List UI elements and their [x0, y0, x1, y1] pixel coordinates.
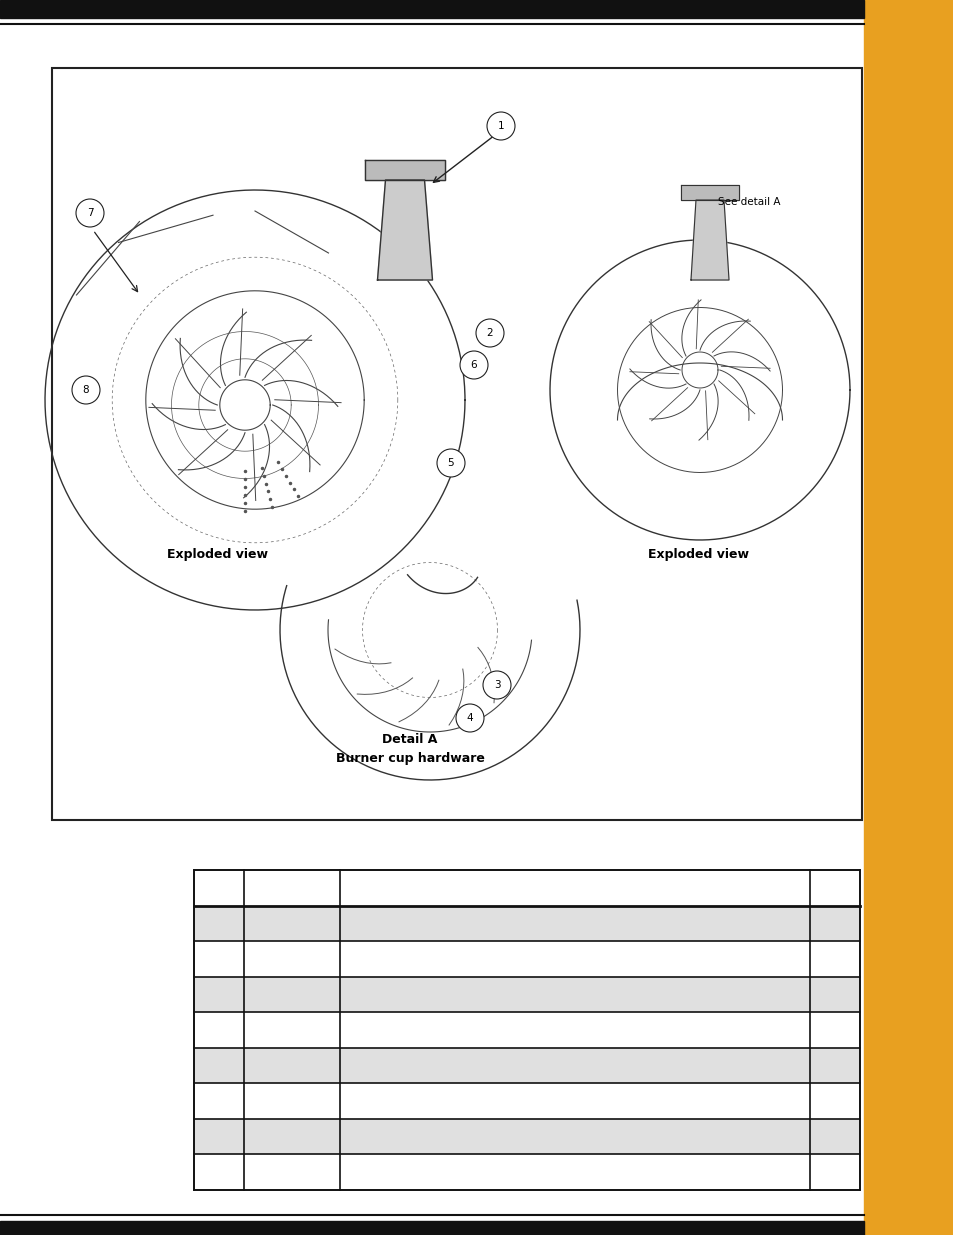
Bar [193, 977, 859, 1013]
Bar [863, 0, 953, 1235]
Bar [0, 0, 863, 19]
Bar [193, 905, 859, 941]
Polygon shape [377, 180, 432, 280]
Bar [193, 1013, 859, 1047]
Text: Detail A: Detail A [382, 734, 437, 746]
Bar [193, 869, 859, 1191]
Circle shape [456, 704, 483, 732]
Circle shape [76, 199, 104, 227]
Circle shape [71, 375, 100, 404]
Polygon shape [690, 200, 728, 280]
Text: 5: 5 [447, 458, 454, 468]
Polygon shape [680, 185, 739, 200]
Bar [193, 1119, 859, 1155]
Bar [52, 68, 862, 820]
Circle shape [486, 112, 515, 140]
Circle shape [482, 671, 511, 699]
Text: 1: 1 [497, 121, 504, 131]
Circle shape [459, 351, 488, 379]
Text: Exploded view: Exploded view [168, 548, 268, 561]
Circle shape [476, 319, 503, 347]
Polygon shape [365, 161, 444, 180]
Text: Exploded view: Exploded view [648, 548, 749, 561]
Text: 3: 3 [493, 680, 499, 690]
Text: 7: 7 [87, 207, 93, 219]
Bar [193, 941, 859, 977]
Bar [193, 1155, 859, 1191]
Circle shape [436, 450, 464, 477]
Bar [193, 869, 859, 905]
Bar [0, 1221, 863, 1235]
Text: Burner cup hardware: Burner cup hardware [335, 752, 484, 764]
Bar [193, 1047, 859, 1083]
Text: 4: 4 [466, 713, 473, 722]
Bar [193, 1083, 859, 1119]
Text: 2: 2 [486, 329, 493, 338]
Text: See detail A: See detail A [718, 198, 780, 207]
Text: 6: 6 [470, 359, 476, 370]
Text: 8: 8 [83, 385, 90, 395]
